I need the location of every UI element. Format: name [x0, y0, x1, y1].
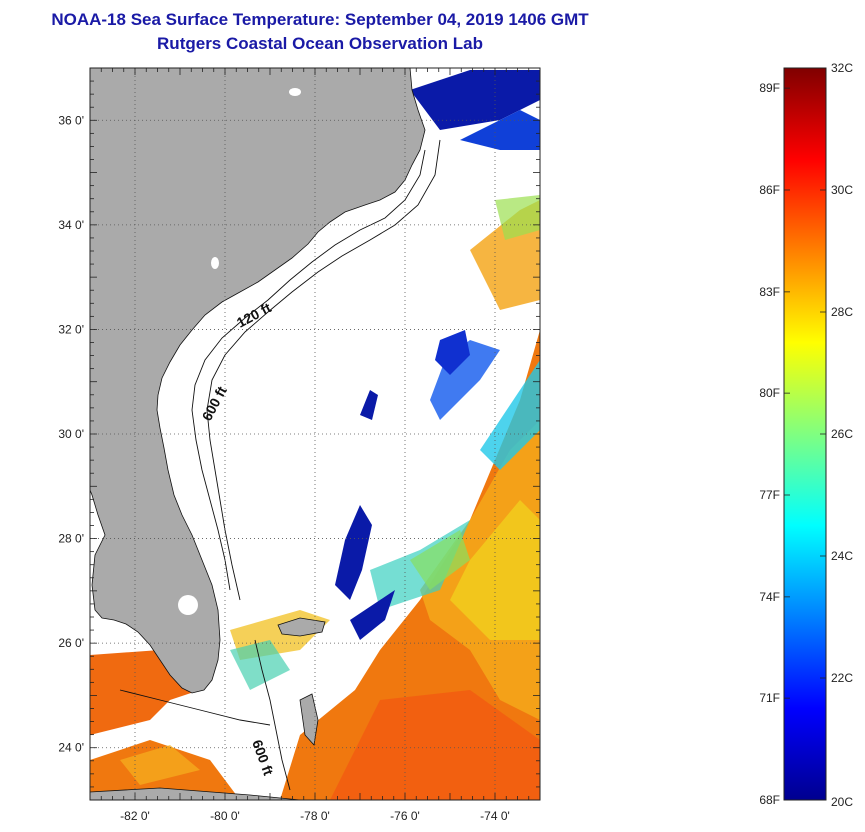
colorbar-f-label: 74F	[759, 590, 780, 604]
lon-tick-label: -74 0'	[480, 809, 510, 823]
lat-tick-label: 28 0'	[58, 532, 84, 546]
lon-tick-label: -82 0'	[120, 809, 150, 823]
colorbar-f-label: 86F	[759, 183, 780, 197]
colorbar-c-label: 26C	[831, 427, 853, 441]
lat-tick-label: 24 0'	[58, 741, 84, 755]
lat-tick-label: 36 0'	[58, 113, 84, 127]
lat-tick-label: 34 0'	[58, 218, 84, 232]
colorbar-f-label: 83F	[759, 285, 780, 299]
colorbar-c-label: 30C	[831, 183, 853, 197]
colorbar-f-label: 80F	[759, 386, 780, 400]
colorbar-f-label: 71F	[759, 691, 780, 705]
lon-tick-label: -76 0'	[390, 809, 420, 823]
lon-tick-label: -80 0'	[210, 809, 240, 823]
axis-tick-labels: -82 0' -80 0' -78 0' -76 0' -74 0' 36 0' 34 0'…	[58, 113, 509, 823]
sst-data-layer	[90, 70, 540, 800]
title-line-2: Rutgers Coastal Ocean Observation Lab	[157, 34, 483, 53]
colorbar-c-label: 22C	[831, 671, 853, 685]
colorbar-labels: 89F 86F 83F 80F 77F 74F 71F 68F 32C 30C 28C 26C 24C 2…	[759, 61, 853, 809]
lat-tick-label: 32 0'	[58, 322, 84, 336]
colorbar-c-label: 20C	[831, 795, 853, 809]
colorbar-f-label: 89F	[759, 81, 780, 95]
colorbar-c-label: 24C	[831, 549, 853, 563]
graticule	[90, 68, 540, 800]
title-line-1: NOAA-18 Sea Surface Temperature: Septemb…	[51, 10, 589, 29]
colorbar-f-label: 68F	[759, 793, 780, 807]
lat-tick-label: 26 0'	[58, 636, 84, 650]
land-southeast-us	[90, 68, 426, 694]
lat-tick-label: 30 0'	[58, 427, 84, 441]
colorbar-f-label: 77F	[759, 488, 780, 502]
axis-ticks	[89, 67, 541, 801]
colorbar-c-label: 28C	[831, 305, 853, 319]
temperature-colorbar	[783, 67, 827, 801]
lon-tick-label: -78 0'	[300, 809, 330, 823]
colorbar-c-label: 32C	[831, 61, 853, 75]
